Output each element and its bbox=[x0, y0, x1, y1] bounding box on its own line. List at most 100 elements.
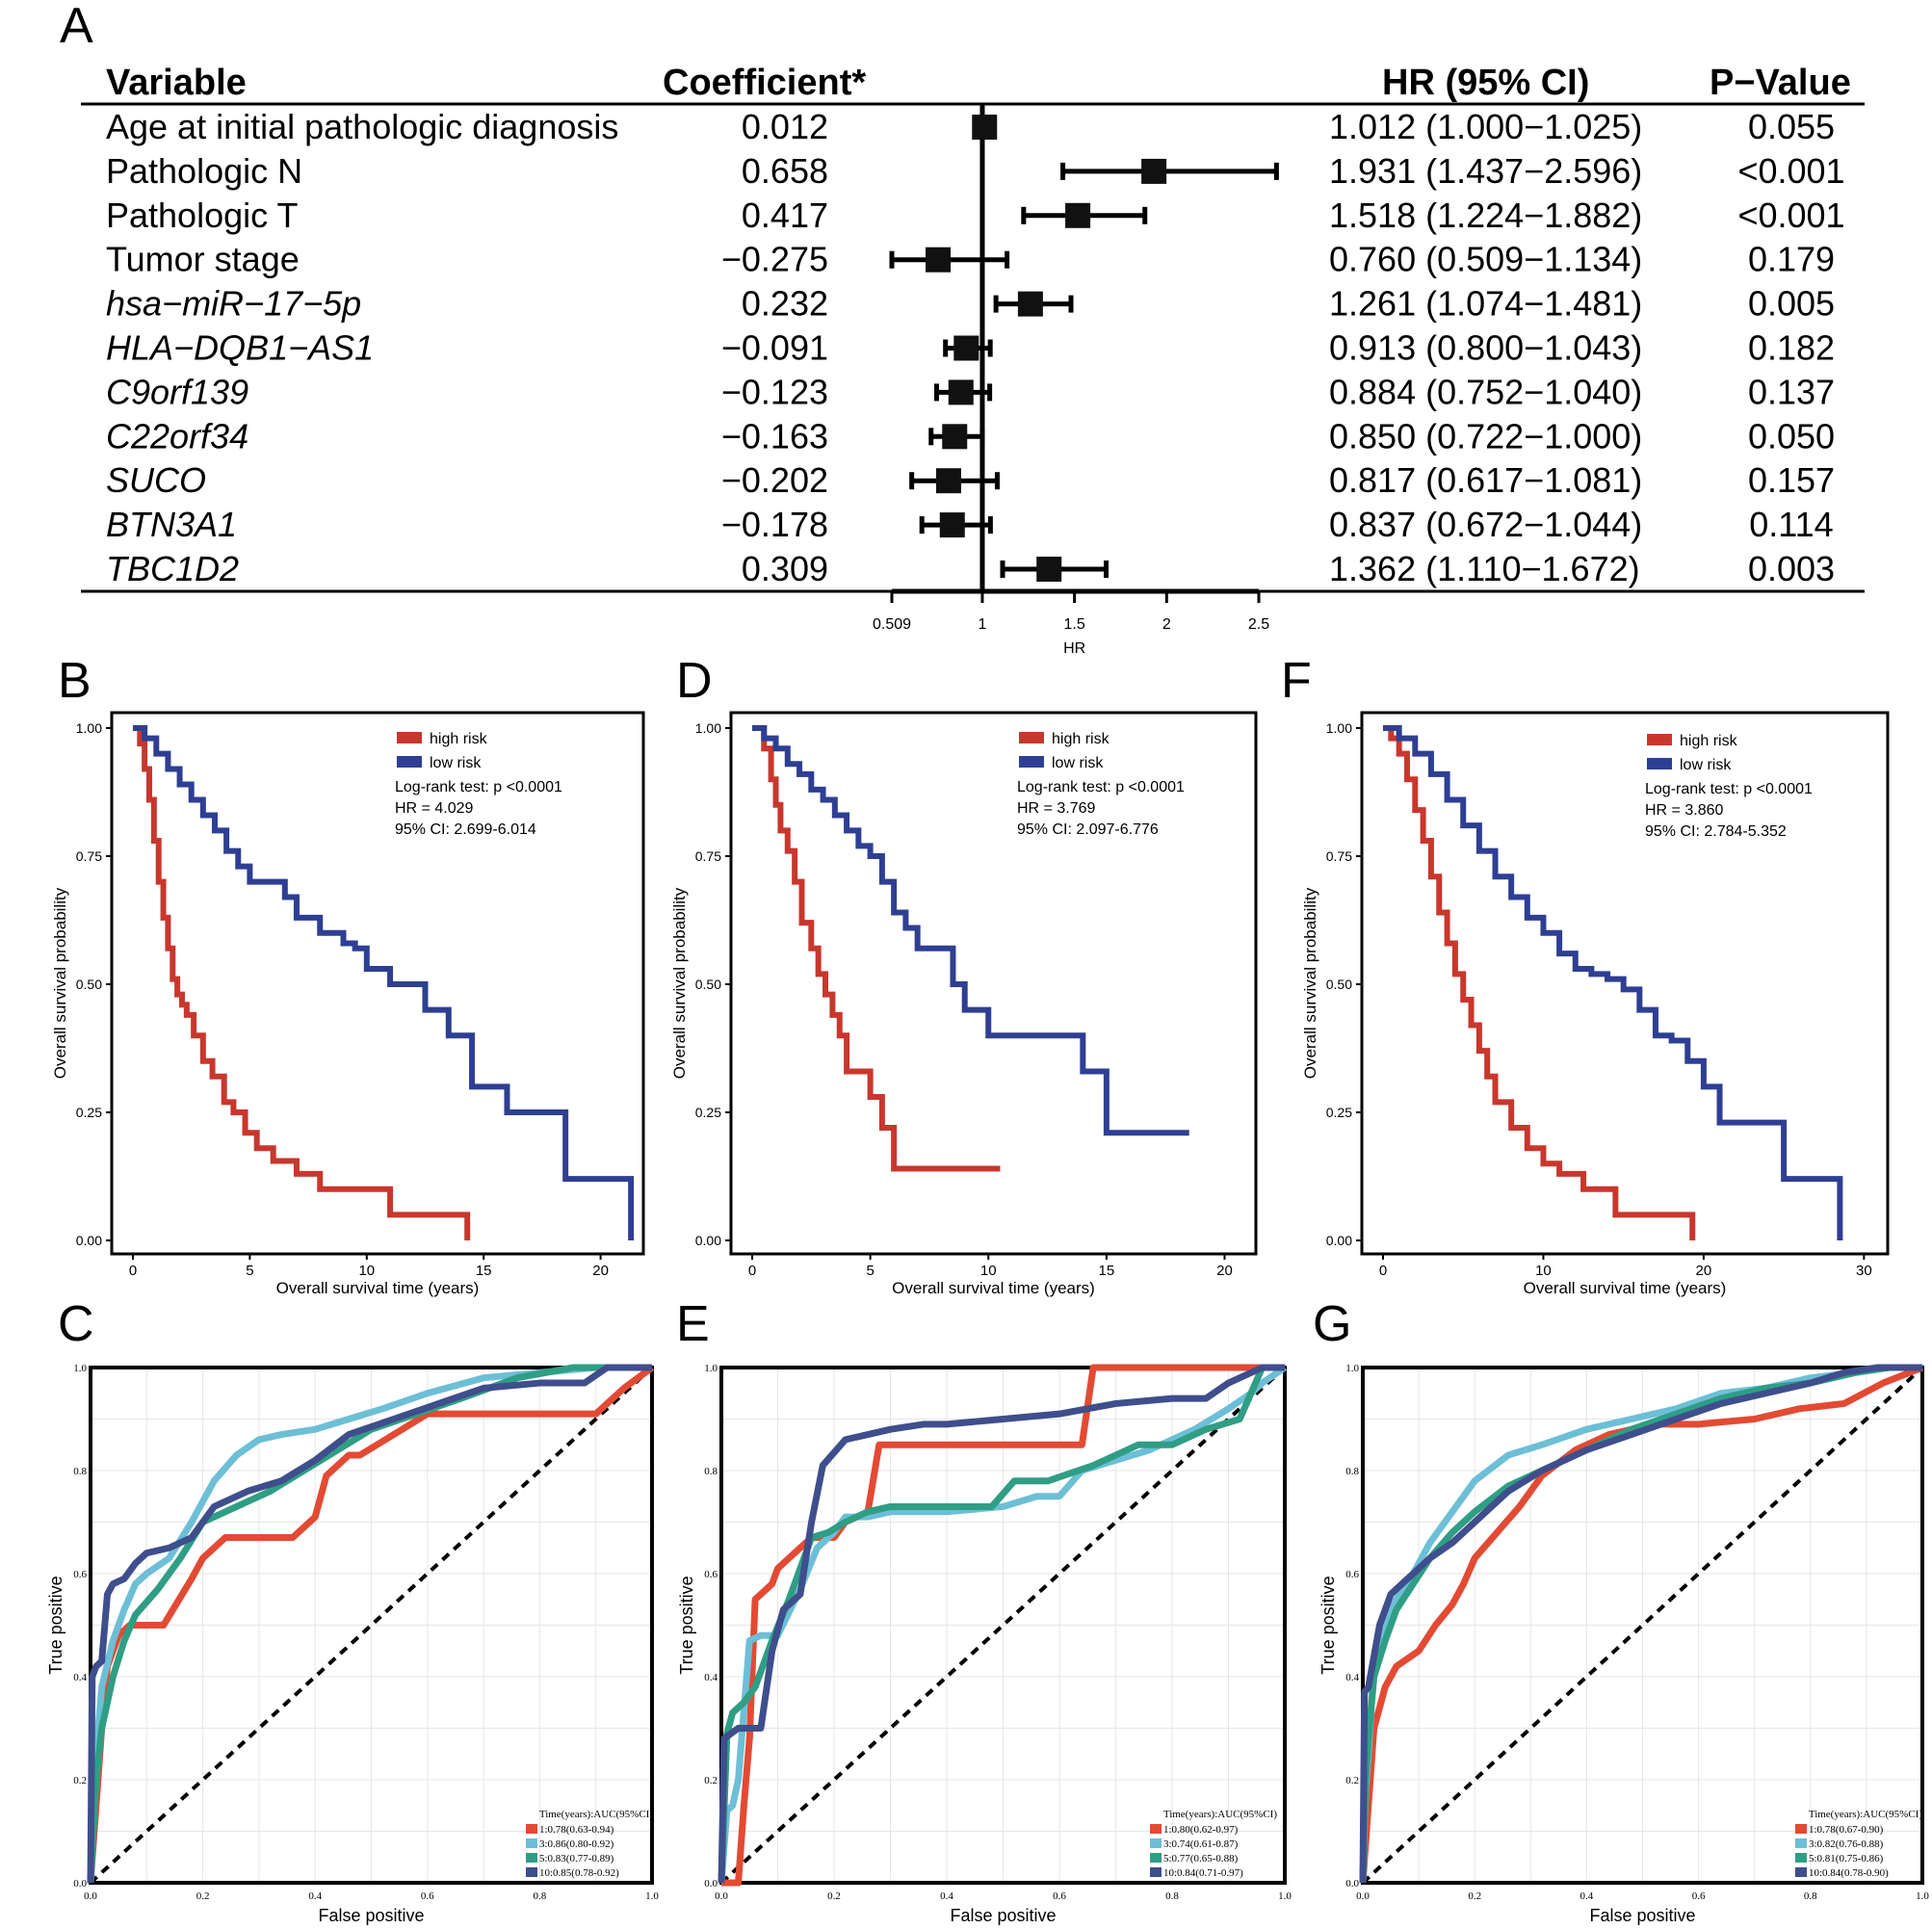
plot-frame bbox=[719, 1366, 1287, 1885]
km-plot-f: 0.00 0.25 0.50 0.75 1.00 0 10 20 30 Overall survi… bbox=[1301, 711, 1890, 1297]
hr-ci-value: 0.817 (0.617−1.081) bbox=[1329, 460, 1642, 500]
y-tick-label: 1.0 bbox=[704, 1363, 718, 1374]
roc-legend-swatch bbox=[1150, 1838, 1162, 1848]
p-value: <0.001 bbox=[1737, 151, 1844, 191]
km-plot-b: 0.00 0.25 0.50 0.75 1.00 0 5 10 15 20 Overall surv… bbox=[51, 711, 645, 1297]
roc-legend-swatch bbox=[1150, 1867, 1162, 1877]
legend-swatch-high-risk bbox=[397, 732, 422, 743]
roc-legend-label: 1:0.78(0.67-0.90) bbox=[1809, 1824, 1884, 1836]
x-tick-label: 0.6 bbox=[1053, 1890, 1066, 1902]
hr-ci-value: 0.760 (0.509−1.134) bbox=[1329, 240, 1642, 279]
panel-label-a: A bbox=[60, 0, 93, 54]
variable-label: Pathologic N bbox=[106, 151, 302, 191]
roc-plot-g: 0.00.0 0.2 0.2 0.4 0.4 0.6 0.6 0.8 0.8 1.0 1.0 Fals… bbox=[1318, 1363, 1929, 1925]
legend-label: high risk bbox=[1680, 733, 1738, 749]
p-value: 0.114 bbox=[1749, 505, 1833, 544]
x-tick-label: 10 bbox=[1535, 1263, 1552, 1279]
x-tick-label: 0.4 bbox=[1580, 1890, 1594, 1902]
p-value: 0.003 bbox=[1748, 549, 1835, 588]
y-tick-label: 0.8 bbox=[1345, 1466, 1359, 1477]
coefficient-value: −0.091 bbox=[721, 328, 828, 368]
legend-swatch-high-risk bbox=[1647, 734, 1672, 745]
hr-point bbox=[1036, 557, 1062, 582]
y-tick-label: 0.25 bbox=[76, 1105, 102, 1120]
roc-curve-5y bbox=[718, 1364, 1285, 1884]
plot-frame bbox=[1361, 1366, 1924, 1885]
roc-curve-10y bbox=[87, 1364, 652, 1884]
km-curve-low-risk bbox=[133, 725, 635, 1240]
y-tick-label: 0.25 bbox=[1326, 1105, 1352, 1120]
x-tick-label: 20 bbox=[1216, 1263, 1233, 1279]
variable-label: Pathologic T bbox=[106, 196, 298, 235]
coefficient-value: 0.012 bbox=[742, 107, 828, 146]
roc-curve-10y bbox=[1359, 1364, 1922, 1884]
x-tick-label: 10 bbox=[980, 1263, 997, 1279]
x-tick-label: 0.2 bbox=[827, 1890, 841, 1902]
roc-legend-swatch bbox=[1795, 1838, 1807, 1848]
km-stat: 95% CI: 2.699-6.014 bbox=[395, 821, 536, 838]
legend-swatch-low-risk bbox=[1019, 756, 1044, 768]
km-plot-d: 0.00 0.25 0.50 0.75 1.00 0 5 10 15 20 Overall surv… bbox=[670, 711, 1258, 1297]
diagonal-reference bbox=[89, 1366, 654, 1885]
x-tick-label: 5 bbox=[866, 1263, 874, 1279]
variable-label: hsa−miR−17−5p bbox=[106, 284, 361, 324]
hr-axis-label: HR bbox=[1063, 640, 1085, 657]
hr-tick-label: 2.5 bbox=[1248, 616, 1269, 633]
km-stat: 95% CI: 2.097-6.776 bbox=[1017, 821, 1159, 838]
roc-curve-3y bbox=[87, 1364, 652, 1884]
x-tick-label: 1.0 bbox=[1278, 1890, 1292, 1902]
roc-legend-swatch bbox=[526, 1853, 537, 1863]
coefficient-value: −0.163 bbox=[721, 416, 828, 456]
hr-point bbox=[939, 512, 965, 538]
roc-legend-label: 3:0.74(0.61-0.87) bbox=[1163, 1838, 1239, 1850]
panel-label-e: E bbox=[676, 1296, 710, 1352]
y-tick-label: 1.00 bbox=[695, 720, 721, 736]
p-value: 0.005 bbox=[1748, 284, 1835, 324]
hr-point bbox=[972, 115, 998, 140]
panel-label-c: C bbox=[58, 1296, 94, 1352]
coefficient-value: −0.123 bbox=[721, 372, 828, 411]
roc-curve-5y bbox=[87, 1364, 652, 1884]
x-tick-label: 0.4 bbox=[940, 1890, 953, 1902]
y-tick-label: 0.2 bbox=[73, 1775, 87, 1786]
y-tick-label: 0.0 bbox=[73, 1878, 87, 1890]
roc-legend-label: 10:0.84(0.71-0.97) bbox=[1163, 1867, 1243, 1879]
y-tick-label: 0.50 bbox=[76, 977, 102, 992]
hr-point bbox=[926, 247, 952, 273]
y-tick-label: 0.6 bbox=[73, 1569, 87, 1580]
variable-label: Age at initial pathologic diagnosis bbox=[106, 107, 618, 146]
km-curve-high-risk bbox=[1383, 725, 1696, 1240]
y-tick-label: 1.00 bbox=[76, 720, 102, 736]
y-axis-label: Overall survival probability bbox=[1301, 887, 1319, 1079]
hr-point bbox=[953, 335, 979, 361]
roc-legend-label: 10:0.85(0.78-0.92) bbox=[539, 1867, 619, 1879]
x-axis-label: Overall survival time (years) bbox=[892, 1279, 1095, 1297]
roc-legend-label: 10:0.84(0.78-0.90) bbox=[1809, 1867, 1889, 1879]
x-tick-label: 0.0 bbox=[715, 1890, 728, 1902]
x-tick-label: 0.0 bbox=[84, 1890, 97, 1902]
hr-ci-value: 1.362 (1.110−1.672) bbox=[1329, 549, 1640, 588]
coefficient-value: 0.417 bbox=[742, 196, 828, 235]
roc-legend-title: Time(years):AUC(95%CI) bbox=[539, 1809, 653, 1820]
x-tick-label: 0.0 bbox=[1356, 1890, 1370, 1902]
hr-ci-value: 1.518 (1.224−1.882) bbox=[1329, 196, 1642, 235]
x-tick-label: 0.8 bbox=[534, 1890, 547, 1902]
variable-label: HLA−DQB1−AS1 bbox=[106, 328, 374, 368]
roc-legend-swatch bbox=[1150, 1824, 1162, 1834]
x-tick-label: 1.0 bbox=[645, 1890, 659, 1902]
legend-swatch-low-risk bbox=[397, 756, 422, 768]
x-axis-label: False positive bbox=[1589, 1906, 1695, 1925]
header-hr-ci: HR (95% CI) bbox=[1382, 63, 1589, 103]
legend-label: high risk bbox=[1052, 731, 1110, 747]
hr-point bbox=[948, 379, 974, 405]
hr-ci-value: 0.913 (0.800−1.043) bbox=[1329, 328, 1642, 368]
y-tick-label: 0.00 bbox=[1326, 1233, 1352, 1248]
x-tick-label: 1.0 bbox=[1916, 1890, 1929, 1902]
x-tick-label: 0.6 bbox=[1692, 1890, 1706, 1902]
diagonal-reference bbox=[719, 1366, 1287, 1885]
roc-curve-1y bbox=[1359, 1364, 1924, 1884]
hr-ci-value: 1.261 (1.074−1.481) bbox=[1329, 284, 1642, 324]
y-tick-label: 1.00 bbox=[1326, 720, 1352, 736]
roc-legend-swatch bbox=[526, 1824, 537, 1834]
variable-label: BTN3A1 bbox=[106, 505, 237, 544]
